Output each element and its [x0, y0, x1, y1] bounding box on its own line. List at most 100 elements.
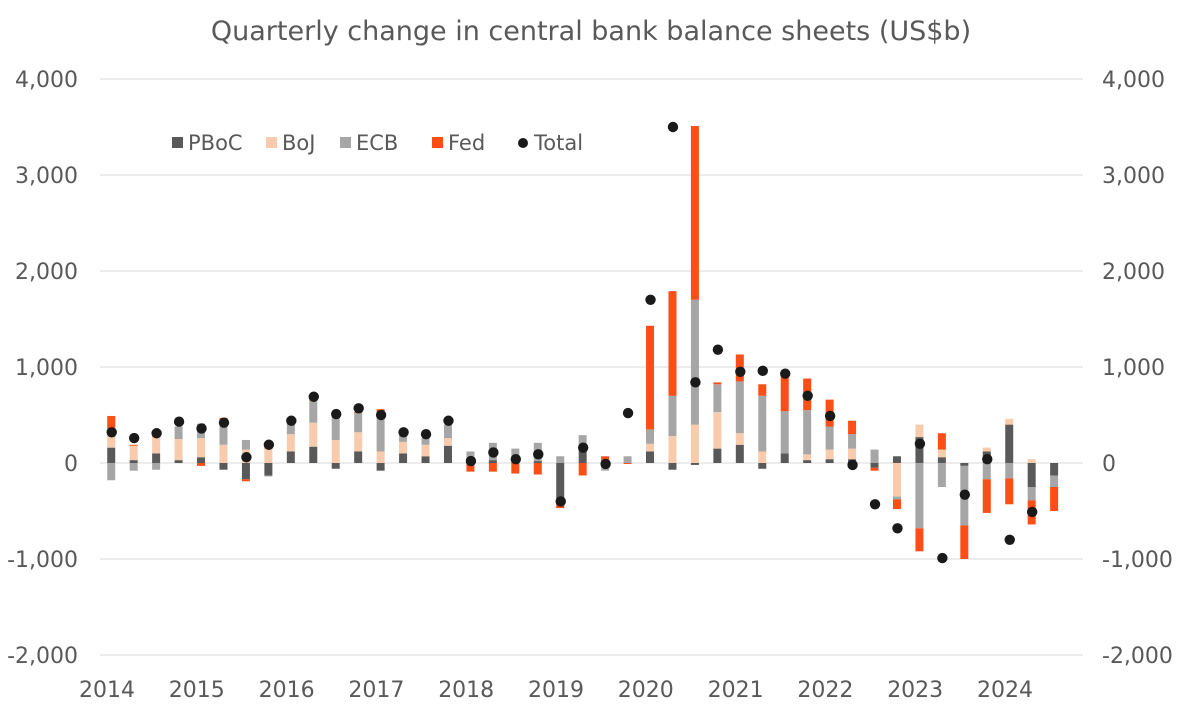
- legend-swatch-ecb: [340, 137, 351, 148]
- bar-boj: [421, 444, 430, 457]
- bar-fed: [690, 126, 699, 300]
- bar-pboc: [376, 463, 385, 471]
- total-marker: [218, 417, 230, 428]
- legend-marker-total: [518, 138, 528, 148]
- total-marker: [286, 415, 297, 426]
- bar-pboc: [1027, 463, 1036, 487]
- y-tick-label-left: 0: [64, 452, 78, 477]
- legend-label-ecb: ECB: [356, 131, 398, 155]
- x-tick-label: 2020: [618, 678, 674, 703]
- bar-ecb: [241, 439, 250, 450]
- bar-boj: [309, 422, 318, 447]
- bar-boj: [197, 438, 206, 458]
- total-marker: [353, 403, 364, 414]
- bar-fed: [511, 463, 520, 474]
- x-tick-label: 2015: [169, 678, 225, 703]
- total-marker: [712, 344, 724, 355]
- bar-ecb: [646, 429, 655, 444]
- bar-boj: [152, 437, 161, 454]
- y-tick-label-right: -2,000: [1102, 644, 1173, 669]
- total-markers-layer: [106, 121, 1038, 564]
- total-marker: [443, 415, 454, 426]
- total-marker: [151, 428, 162, 439]
- bar-fed: [780, 374, 789, 412]
- bar-pboc: [533, 461, 542, 463]
- total-marker: [735, 366, 746, 377]
- y-tick-label-right: 0: [1102, 452, 1116, 477]
- bar-boj: [219, 444, 228, 463]
- y-axis-left: -2,000 -1,000 0 1,000 2,000 3,000 4,000: [7, 68, 78, 669]
- bar-boj: [399, 441, 408, 454]
- bar-fed: [646, 325, 655, 430]
- bar-fed: [892, 499, 901, 510]
- bar-pboc: [331, 463, 340, 469]
- bar-fed: [870, 467, 879, 471]
- bar-pboc: [399, 453, 408, 463]
- bar-ecb: [735, 381, 744, 434]
- bar-fed: [466, 463, 475, 472]
- bar-ecb: [1005, 463, 1014, 479]
- bar-boj: [982, 447, 991, 452]
- bar-pboc: [892, 456, 901, 463]
- bar-ecb: [129, 463, 138, 471]
- bar-ecb: [870, 449, 879, 463]
- legend-swatch-fed: [432, 137, 443, 148]
- total-marker: [173, 416, 185, 427]
- bar-boj: [803, 454, 812, 461]
- x-tick-label: 2022: [797, 678, 853, 703]
- x-tick-label: 2024: [977, 678, 1033, 703]
- total-marker: [937, 552, 948, 564]
- bar-pboc: [241, 463, 250, 480]
- bar-fed: [129, 444, 138, 446]
- total-marker: [1004, 534, 1015, 545]
- bar-boj: [107, 433, 116, 448]
- bar-ecb: [331, 414, 340, 440]
- bar-pboc: [197, 457, 206, 463]
- legend-swatch-pboc: [172, 137, 183, 148]
- bars-layer: [107, 126, 1059, 559]
- total-marker: [465, 455, 477, 467]
- bar-boj: [129, 445, 138, 461]
- bar-pboc: [152, 453, 161, 463]
- total-marker: [690, 377, 701, 388]
- bar-ecb: [286, 420, 295, 435]
- y-tick-label-right: 3,000: [1102, 164, 1165, 189]
- bar-ecb: [713, 384, 722, 413]
- bar-fed: [848, 420, 857, 435]
- total-marker: [420, 429, 432, 440]
- bar-fed: [713, 382, 722, 385]
- bar-boj: [713, 412, 722, 449]
- total-marker: [757, 365, 768, 377]
- bar-ecb: [376, 414, 385, 452]
- bar-ecb: [107, 463, 116, 481]
- bar-ecb: [668, 395, 677, 437]
- total-marker: [645, 294, 656, 305]
- bar-boj: [758, 451, 767, 463]
- total-marker: [263, 439, 275, 450]
- bar-ecb: [982, 463, 991, 480]
- bar-pboc: [219, 463, 228, 470]
- bar-pboc: [690, 463, 699, 465]
- bar-fed: [578, 463, 587, 476]
- bar-pboc: [174, 460, 183, 463]
- bar-pboc: [1050, 463, 1059, 476]
- bar-ecb: [1027, 487, 1036, 501]
- x-axis: 2014 2015 2016 2017 2018 2019 2020 2021 2022 2023…: [79, 678, 1033, 703]
- bar-boj: [690, 424, 699, 463]
- legend-label-fed: Fed: [448, 131, 485, 155]
- bar-pboc: [780, 453, 789, 463]
- bar-fed: [1050, 487, 1059, 511]
- bar-boj: [825, 449, 834, 460]
- bar-pboc: [870, 463, 879, 468]
- bar-boj: [443, 438, 452, 446]
- bar-fed: [915, 528, 924, 552]
- bar-ecb: [1050, 475, 1059, 487]
- legend-swatch-boj: [266, 137, 277, 148]
- bar-pboc: [443, 445, 452, 463]
- bar-pboc: [286, 451, 295, 463]
- x-tick-label: 2017: [348, 678, 404, 703]
- total-marker: [622, 407, 634, 419]
- total-marker: [892, 523, 903, 534]
- bar-pboc: [556, 463, 565, 502]
